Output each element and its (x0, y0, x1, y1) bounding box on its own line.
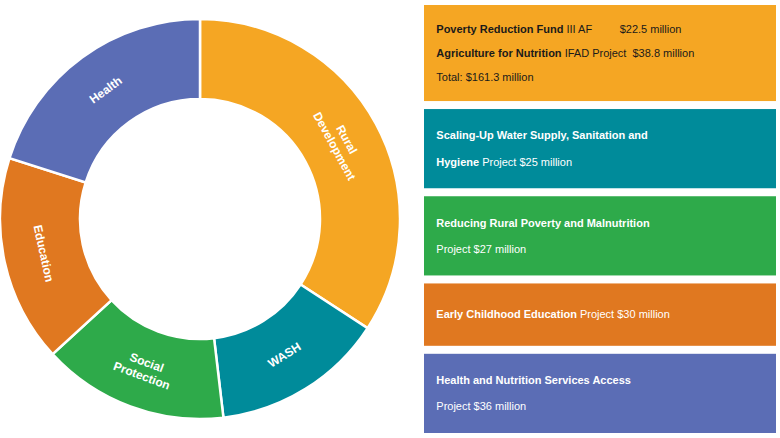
donut-slice (200, 19, 400, 328)
donut (0, 19, 400, 419)
info-line: Hygiene Project $25 million (436, 156, 572, 168)
info-box (424, 196, 776, 275)
slice-label: Health (87, 73, 125, 106)
info-text: IFAD Project $38.8 million (562, 47, 695, 59)
info-text-bold: Scaling-Up Water Supply, Sanitation and (436, 129, 647, 141)
info-box (424, 5, 776, 101)
slice-label: Education (30, 224, 56, 284)
info-line: Scaling-Up Water Supply, Sanitation and (436, 129, 647, 141)
donut-slice (214, 284, 368, 417)
info-text-bold: Early Childhood Education (436, 308, 577, 320)
info-line: Agriculture for Nutrition IFAD Project $… (436, 47, 694, 59)
info-line: Project $27 million (436, 243, 526, 255)
donut-slice (9, 19, 200, 182)
info-text: Project $30 million (577, 308, 670, 320)
slice-label: WASH (265, 340, 303, 371)
chart: RuralDevelopment WASH SocialProtection Educ… (0, 0, 780, 438)
info-box (424, 354, 776, 433)
info-boxes: Poverty Reduction Fund III AF $22.5 mill… (424, 5, 776, 433)
info-text: Project $25 million (479, 156, 572, 168)
donut-labels: RuralDevelopment WASH SocialProtection Educ… (30, 73, 370, 392)
slice-label: RuralDevelopment (310, 103, 371, 183)
info-text-bold: Hygiene (436, 156, 479, 168)
info-text: III AF $22.5 million (563, 23, 681, 35)
slice-label: SocialProtection (112, 346, 177, 393)
info-line: Poverty Reduction Fund III AF $22.5 mill… (436, 23, 681, 35)
info-line: Early Childhood Education Project $30 mi… (436, 308, 670, 320)
info-text: Total: $161.3 million (436, 71, 533, 83)
info-line: Project $36 million (436, 400, 526, 412)
info-box (424, 283, 776, 345)
info-text-bold: Poverty Reduction Fund (436, 23, 563, 35)
info-text-bold: Agriculture for Nutrition (436, 47, 562, 59)
info-box (424, 109, 776, 188)
info-line: Reducing Rural Poverty and Malnutrition (436, 217, 650, 229)
info-text: Project $36 million (436, 400, 526, 412)
info-text-bold: Health and Nutrition Services Access (436, 374, 631, 386)
info-text-bold: Reducing Rural Poverty and Malnutrition (436, 217, 650, 229)
info-line: Health and Nutrition Services Access (436, 374, 631, 386)
info-line: Total: $161.3 million (436, 71, 533, 83)
donut-slice (0, 158, 112, 354)
info-text: Project $27 million (436, 243, 526, 255)
